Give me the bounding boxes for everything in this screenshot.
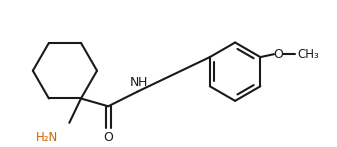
Text: H: H [137,76,147,89]
Text: CH₃: CH₃ [297,48,319,61]
Text: O: O [273,48,283,61]
Text: H₂N: H₂N [36,131,59,144]
Text: O: O [103,131,113,144]
Text: N: N [130,76,139,89]
